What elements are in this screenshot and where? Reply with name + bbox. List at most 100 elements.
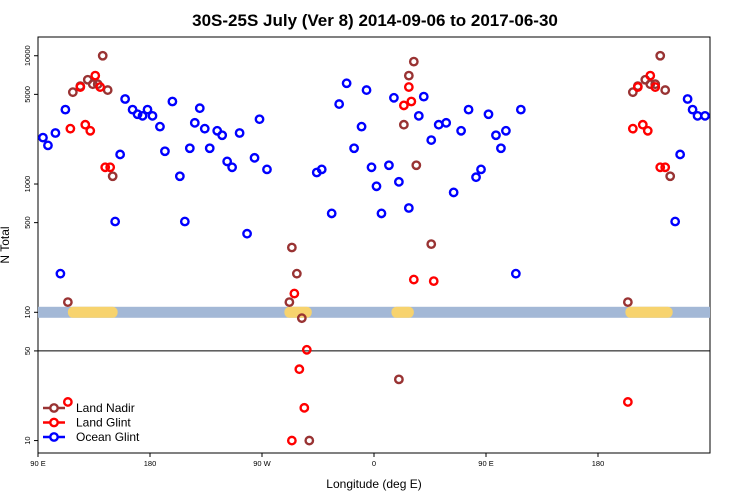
ocean-glint-point: [115, 149, 126, 160]
x-tick-label: 180: [144, 459, 157, 468]
land-segment: [391, 306, 414, 318]
ocean-glint-point: [463, 104, 474, 115]
land-glint-point: [85, 125, 96, 136]
land-nadir-point: [627, 87, 638, 98]
ocean-glint-point: [413, 110, 424, 121]
land-glint-point: [650, 82, 661, 92]
ocean-glint-point: [222, 156, 233, 167]
x-tick-label: 0: [372, 459, 376, 468]
land-nadir-point: [107, 171, 118, 182]
legend-marker: [49, 432, 59, 442]
land-glint-point: [100, 162, 111, 173]
chart-title: 30S-25S July (Ver 8) 2014-09-06 to 2017-…: [192, 11, 558, 30]
ocean-glint-point: [147, 110, 158, 121]
land-glint-point: [642, 125, 653, 136]
land-nadir-point: [284, 297, 295, 308]
ocean-glint-point: [55, 268, 66, 279]
land-glint-point: [80, 119, 91, 130]
land-glint-point: [299, 402, 310, 413]
land-glint-point: [655, 162, 666, 173]
ocean-glint-point: [418, 91, 429, 102]
y-tick-label: 500: [23, 216, 32, 229]
land-nadir-point: [398, 119, 409, 130]
ocean-glint-point: [403, 203, 414, 213]
ocean-glint-point: [204, 143, 215, 154]
land-nadir-point: [665, 171, 676, 182]
land-ocean-band: [38, 306, 710, 318]
y-tick-label: 50: [23, 347, 32, 355]
land-glint-point: [428, 276, 439, 287]
legend-label: Land Nadir: [76, 401, 135, 415]
ocean-glint-point: [491, 130, 501, 141]
land-nadir-point: [411, 160, 422, 171]
x-axis-label: Longitude (deg E): [326, 477, 421, 491]
y-axis-label: N Total: [0, 226, 12, 263]
ocean-glint-point: [155, 121, 165, 132]
ocean-glint-point: [682, 94, 693, 104]
land-glint-point: [627, 123, 638, 134]
ocean-glint-point: [110, 216, 121, 227]
x-tick-label: 90 W: [253, 459, 271, 468]
ocean-glint-point: [234, 128, 245, 138]
x-tick-label: 180: [592, 459, 605, 468]
ocean-glint-point: [242, 228, 252, 239]
ocean-glint-point: [142, 104, 153, 115]
plot-frame: [37, 36, 711, 454]
ocean-glint-point: [132, 109, 143, 120]
ocean-glint-point: [38, 132, 48, 143]
land-glint-point: [95, 82, 106, 92]
y-axis: 10 50 100 500 1000 5000 10000: [23, 45, 38, 445]
y-tick-label: 5000: [23, 86, 32, 103]
ocean-glint-point: [167, 96, 178, 107]
land-glint-point: [398, 100, 409, 111]
ocean-glint-point: [448, 187, 459, 198]
ocean-glint-point: [483, 109, 494, 120]
ocean-glint-point: [316, 164, 327, 175]
land-segment: [67, 306, 118, 318]
ocean-glint-point: [194, 103, 205, 114]
ocean-glint-point: [50, 128, 61, 138]
land-glint-point: [403, 82, 414, 92]
ocean-glint-point: [217, 130, 228, 141]
land-nadir-point: [655, 50, 666, 61]
land-nadir-point: [286, 242, 297, 253]
land-glint-point: [637, 119, 648, 130]
ocean-glint-point: [675, 149, 686, 160]
ocean-glint-point: [262, 164, 272, 175]
ocean-glint-point: [184, 143, 195, 154]
land-nadir-point: [97, 50, 108, 61]
x-axis: 90 E 180 90 W 0 90 E 180: [30, 453, 604, 468]
ocean-band: [38, 306, 710, 318]
land-nadir-point: [291, 268, 302, 279]
ocean-glint-point: [341, 78, 352, 89]
ocean-glint-point: [476, 164, 486, 175]
ocean-glint-point: [501, 125, 511, 136]
land-segment: [625, 306, 673, 318]
land-glint-point: [645, 70, 656, 81]
ocean-glint-point: [515, 104, 526, 115]
land-nadir-point: [426, 239, 437, 250]
ocean-glint-point: [199, 123, 210, 134]
land-nadir-point: [62, 297, 73, 308]
land-nadir-point: [660, 85, 671, 95]
y-tick-label: 10: [23, 436, 32, 444]
land-glint-point: [301, 344, 312, 355]
ocean-glint-point: [426, 135, 437, 145]
land-nadir-point: [67, 87, 78, 98]
data-points: [38, 50, 710, 446]
ocean-glint-point: [334, 99, 345, 109]
land-nadir-point: [408, 56, 419, 67]
ocean-glint-point: [356, 121, 367, 132]
land-nadir-point: [393, 374, 404, 385]
ocean-glint-point: [496, 143, 506, 154]
land-glint-series: [62, 70, 671, 446]
land-nadir-point: [403, 70, 414, 81]
ocean-glint-point: [670, 216, 681, 227]
ocean-glint-point: [456, 125, 467, 136]
ocean-glint-point: [687, 104, 698, 115]
ocean-glint-point: [60, 104, 71, 115]
land-nadir-point: [296, 313, 307, 324]
land-glint-point: [660, 162, 671, 173]
y-tick-label: 10000: [23, 45, 32, 66]
